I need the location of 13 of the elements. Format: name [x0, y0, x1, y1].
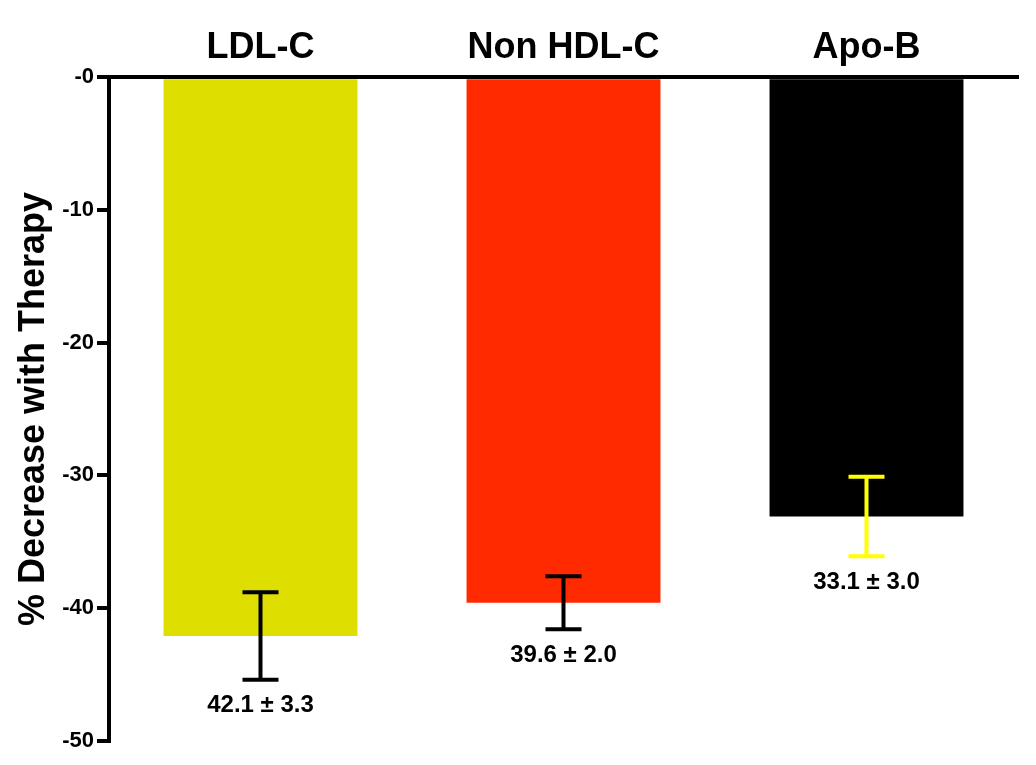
y-tick-label: -20 [62, 328, 94, 354]
y-tick-label: -50 [62, 726, 94, 752]
annotation: 33.1 ± 3.0 [813, 566, 920, 594]
y-axis-title: % Decrease with Therapy [10, 191, 52, 627]
y-tick-label: -0 [74, 63, 94, 89]
y-tick-label: -30 [62, 461, 94, 487]
annotation: 42.1 ± 3.3 [207, 690, 314, 718]
x-tick-label: LDL-C [206, 24, 315, 66]
x-tick-label: Apo-B [812, 24, 921, 66]
x-tick-label: Non HDL-C [467, 24, 660, 66]
y-tick-label: -40 [62, 594, 94, 620]
y-tick-label: -10 [62, 195, 94, 221]
annotation: 39.6 ± 2.0 [510, 639, 617, 667]
